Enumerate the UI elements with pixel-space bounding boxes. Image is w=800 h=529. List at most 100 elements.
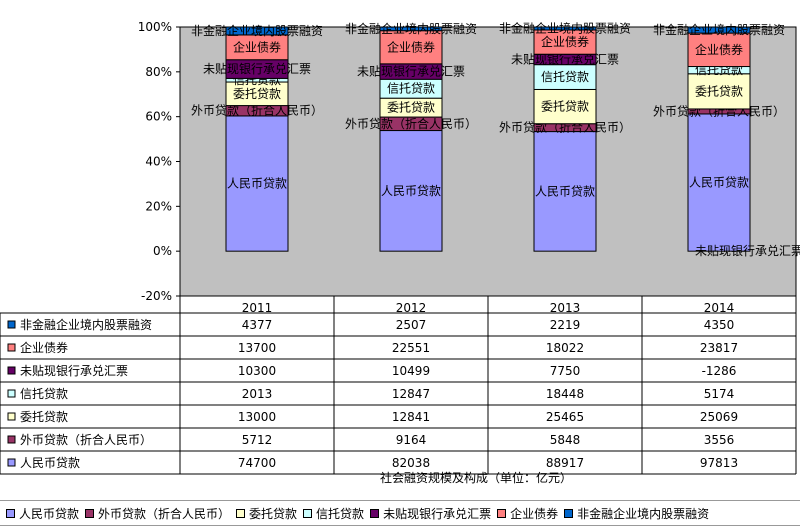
table-row-name: 非金融企业境内股票融资: [20, 317, 152, 332]
bar-segment: [225, 34, 289, 61]
legend-label: 信托贷款: [316, 506, 365, 521]
segment-label: 未贴现银行承兑汇票: [357, 65, 465, 79]
y-tick-label: 40%: [145, 155, 172, 169]
legend-label: 委托贷款: [249, 506, 298, 521]
table-cell-value: 18448: [546, 387, 584, 401]
legend-swatch: [85, 508, 95, 518]
legend-label: 未贴现银行承兑汇票: [383, 506, 492, 521]
segment-label: 企业债券: [695, 42, 743, 57]
segment-label: 外币贷款（折合人民币）: [345, 116, 477, 131]
table-cell-value: 23817: [700, 341, 738, 355]
y-tick-label: 0%: [153, 244, 172, 258]
legend-swatch: [564, 508, 574, 518]
y-tick-label: 80%: [145, 65, 172, 79]
table-cell-value: 88917: [546, 456, 584, 470]
table-row-swatch: [7, 435, 16, 444]
segment-label: 外币贷款（折合人民币）: [653, 103, 785, 118]
bar-segment: [533, 131, 597, 252]
legend-item: 企业债券: [497, 505, 558, 522]
legend-label: 企业债券: [510, 506, 559, 521]
table-cell-value: 13700: [238, 341, 276, 355]
table-row-swatch: [7, 412, 16, 421]
stacked-bar-chart: -20%0%20%40%60%80%100%人民币贷款外币贷款（折合人民币）委托…: [0, 20, 800, 475]
table-cell-value: 9164: [396, 433, 427, 447]
table-cell-value: 25069: [700, 410, 738, 424]
legend-item: 人民币贷款: [6, 505, 79, 522]
table-cell-value: 10499: [392, 364, 430, 378]
segment-label: 人民币贷款: [381, 184, 441, 198]
table-row-name: 信托贷款: [20, 387, 68, 401]
segment-label: 外币贷款（折合人民币）: [499, 120, 631, 135]
table-cell-value: 10300: [238, 364, 276, 378]
table-cell-value: 2219: [550, 318, 581, 332]
table-cell-value: 25465: [546, 410, 584, 424]
bar-segment: [379, 30, 443, 65]
legend-label: 人民币贷款: [19, 506, 80, 521]
segment-label: 委托贷款: [233, 87, 281, 101]
segment-label: 企业债券: [541, 34, 589, 49]
table-cell-value: 22551: [392, 341, 430, 355]
y-tick-label: 60%: [145, 110, 172, 124]
table-cell-value: 12847: [392, 387, 430, 401]
bar-segment: [687, 73, 751, 110]
table-row-name: 未贴现银行承兑汇票: [20, 364, 128, 378]
legend-item: 信托贷款: [303, 505, 364, 522]
segment-label: 人民币贷款: [535, 184, 595, 198]
table-cell-value: 7750: [550, 364, 581, 378]
table-cell-value: 3556: [704, 433, 735, 447]
segment-label: 非金融企业境内股票融资: [653, 22, 785, 37]
bar-segment: [533, 26, 597, 31]
table-cell-value: 12841: [392, 410, 430, 424]
table-row-name: 企业债券: [20, 340, 68, 355]
legend-swatch: [370, 508, 380, 518]
legend: 人民币贷款 外币贷款（折合人民币） 委托贷款 信托贷款 未贴现银行承兑汇票 企业债券 非金融…: [0, 500, 800, 526]
segment-label: 未贴现银行承兑汇票: [203, 62, 311, 76]
bar-segment: [533, 29, 597, 55]
legend-swatch: [6, 508, 15, 518]
legend-swatch: [303, 508, 313, 518]
segment-label: 信托贷款: [541, 70, 589, 84]
segment-label: 信托贷款: [387, 82, 435, 96]
table-header-category: 2013: [550, 301, 581, 315]
bar-segment: [379, 26, 443, 32]
segment-label: 委托贷款: [387, 101, 435, 115]
table-header-category: 2014: [704, 301, 735, 315]
legend-label: 非金融企业境内股票融资: [577, 506, 710, 521]
table-cell-value: 4350: [704, 318, 735, 332]
bar-segment: [687, 26, 751, 34]
segment-label: 未贴现银行承兑汇票: [695, 244, 800, 258]
legend-swatch: [236, 508, 246, 518]
bar-segment: [533, 88, 597, 125]
bar-segment: [533, 64, 597, 90]
legend-item: 非金融企业境内股票融资: [564, 505, 709, 522]
segment-label: 外币贷款（折合人民币）: [191, 103, 323, 118]
table-cell-value: 97813: [700, 456, 738, 470]
legend-item: 未贴现银行承兑汇票: [370, 505, 491, 522]
bar-segment: [687, 32, 751, 68]
table-cell-value: 13000: [238, 410, 276, 424]
legend-label: 外币贷款（折合人民币）: [98, 506, 231, 521]
table-row-swatch: [7, 320, 16, 329]
bar-segment: [225, 26, 289, 36]
table-cell-value: -1286: [702, 364, 737, 378]
table-cell-value: 5174: [704, 387, 735, 401]
segment-label: 企业债券: [387, 39, 435, 54]
segment-label: 委托贷款: [541, 100, 589, 114]
table-row-name: 人民币贷款: [20, 456, 80, 470]
segment-label: 人民币贷款: [689, 176, 749, 190]
segment-label: 未贴现银行承兑汇票: [511, 52, 619, 66]
y-tick-label: 20%: [145, 199, 172, 213]
segment-label: 非金融企业境内股票融资: [345, 21, 477, 36]
table-row-name: 外币贷款（折合人民币）: [20, 432, 152, 447]
table-header-category: 2012: [396, 301, 427, 315]
segment-label: 非金融企业境内股票融资: [499, 20, 631, 35]
table-header-category: 2011: [242, 301, 273, 315]
table-row-swatch: [7, 366, 16, 375]
table-row-swatch: [7, 343, 16, 352]
table-cell-value: 18022: [546, 341, 584, 355]
bar-segment: [687, 113, 751, 252]
y-tick-label: -20%: [141, 289, 172, 303]
x-axis-title: 社会融资规模及构成（单位：亿元）: [380, 471, 573, 485]
table-cell-value: 82038: [392, 456, 430, 470]
